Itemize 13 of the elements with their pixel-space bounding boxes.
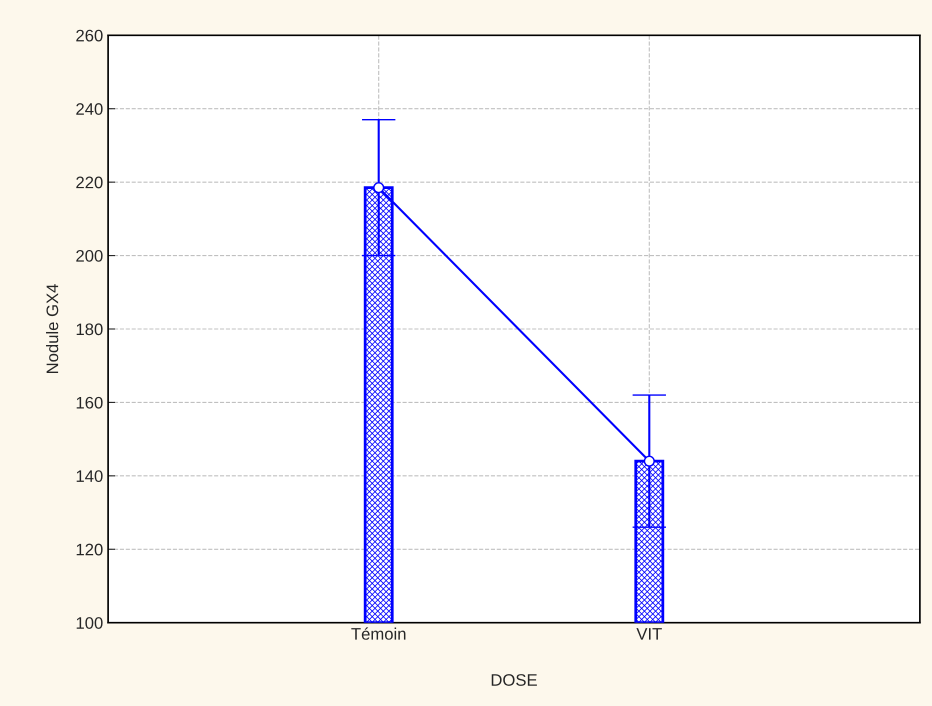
y-tick-label: 160	[76, 396, 103, 409]
y-tick-label: 220	[76, 176, 103, 188]
y-tick-label: 260	[76, 30, 103, 42]
x-axis-title: DOSE	[492, 674, 537, 686]
y-tick-label: 240	[76, 103, 103, 115]
y-tick-label: 180	[76, 323, 103, 336]
y-tick-label: 120	[76, 544, 103, 556]
y-tick-label: 200	[76, 250, 103, 262]
x-tick-label: Témoin	[351, 627, 406, 640]
y-tick-label: 100	[76, 617, 103, 629]
x-tick-label: VIT	[636, 628, 662, 640]
y-tick-label: 140	[76, 470, 103, 482]
y-axis-title: Nodule GX4	[46, 284, 58, 374]
